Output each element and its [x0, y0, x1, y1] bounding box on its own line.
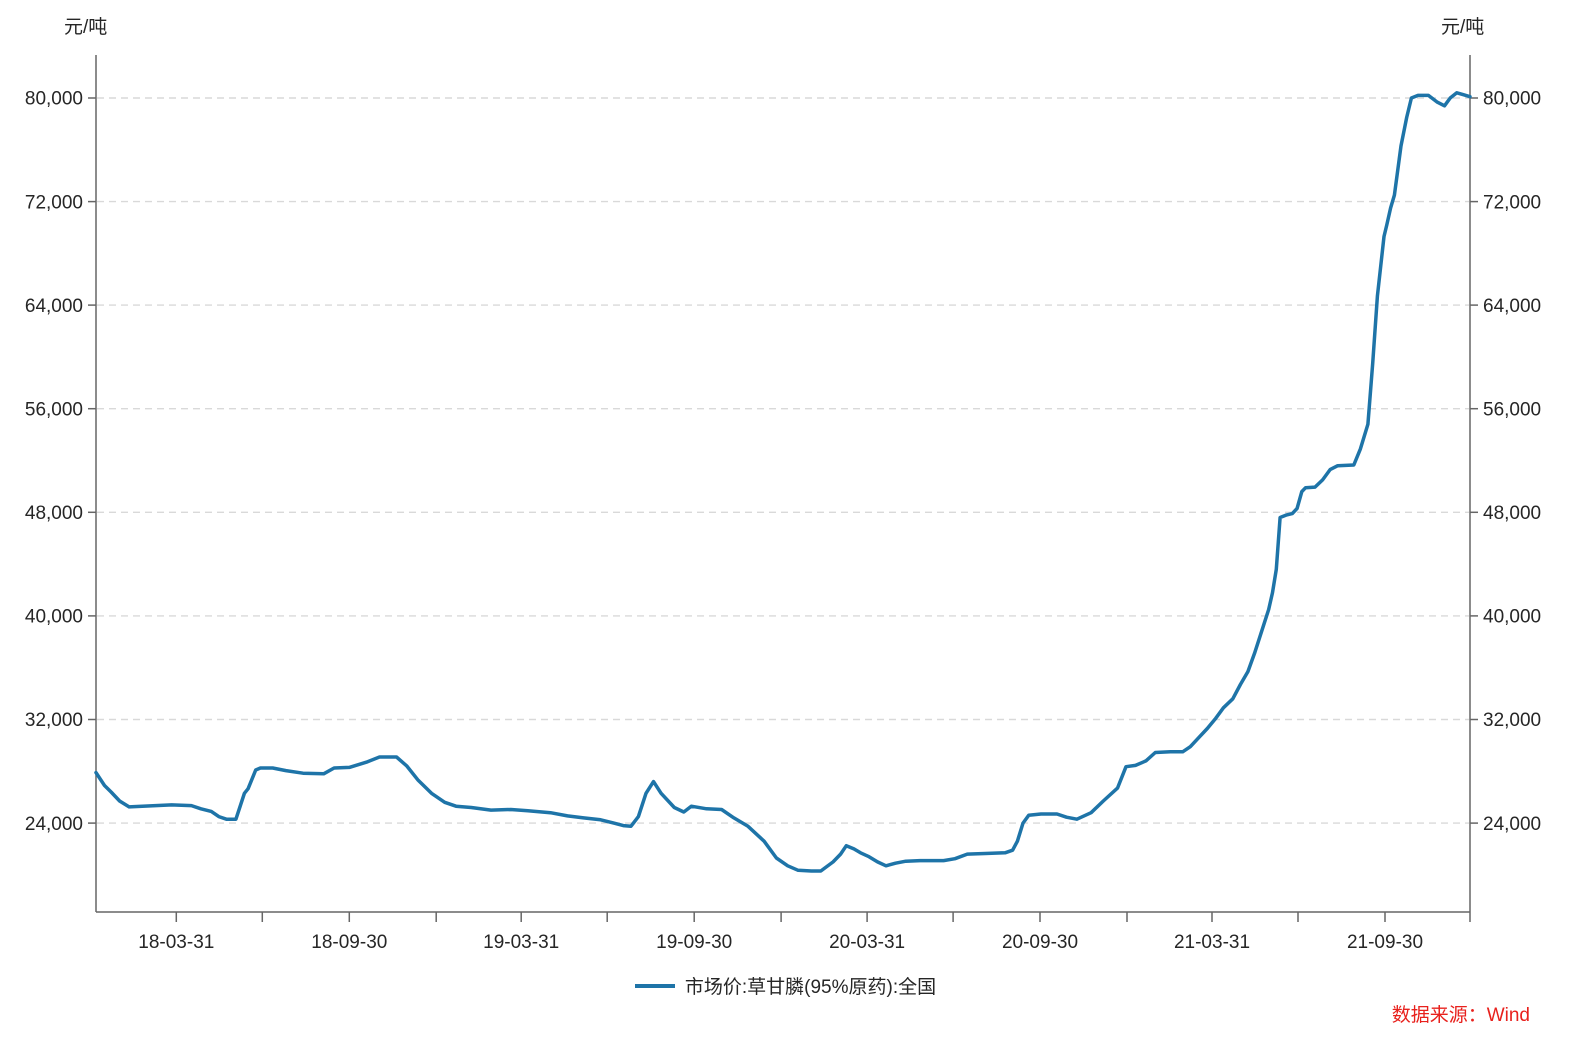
y-tick-label-left: 80,000 — [25, 89, 83, 110]
x-tick-label: 21-09-30 — [1347, 932, 1423, 953]
x-tick-label: 18-09-30 — [311, 932, 387, 953]
y-tick-label-left: 24,000 — [25, 814, 83, 835]
y-tick-label-left: 48,000 — [25, 503, 83, 524]
legend-line-swatch — [634, 983, 675, 988]
y-tick-label-right: 40,000 — [1483, 607, 1541, 628]
y-tick-label-left: 56,000 — [25, 399, 83, 420]
y-axis-unit-right: 元/吨 — [1441, 17, 1485, 38]
x-tick-label: 19-03-31 — [483, 932, 559, 953]
y-tick-label-left: 64,000 — [25, 296, 83, 317]
legend-series-label: 市场价:草甘膦(95%原药):全国 — [684, 977, 937, 998]
y-tick-label-left: 72,000 — [25, 192, 83, 213]
y-tick-label-right: 56,000 — [1483, 399, 1541, 420]
x-tick-label: 20-09-30 — [1002, 932, 1078, 953]
y-tick-label-left: 40,000 — [25, 607, 83, 628]
x-tick-label: 19-09-30 — [656, 932, 732, 953]
data-source-label: 数据来源：Wind — [1391, 1005, 1530, 1026]
x-tick-label: 20-03-31 — [829, 932, 905, 953]
y-tick-label-right: 64,000 — [1483, 296, 1541, 317]
y-tick-label-right: 24,000 — [1483, 814, 1541, 835]
x-tick-label: 18-03-31 — [138, 932, 214, 953]
price-line-series — [94, 91, 1472, 873]
y-axis-unit-left: 元/吨 — [64, 17, 108, 38]
y-tick-label-right: 72,000 — [1483, 192, 1541, 213]
y-tick-label-left: 32,000 — [25, 710, 83, 731]
chart-legend: 市场价:草甘膦(95%原药):全国 — [0, 972, 1571, 999]
x-tick-label: 21-03-31 — [1174, 932, 1250, 953]
y-tick-label-right: 32,000 — [1483, 710, 1541, 731]
y-tick-label-right: 48,000 — [1483, 503, 1541, 524]
y-tick-label-right: 80,000 — [1483, 89, 1541, 110]
